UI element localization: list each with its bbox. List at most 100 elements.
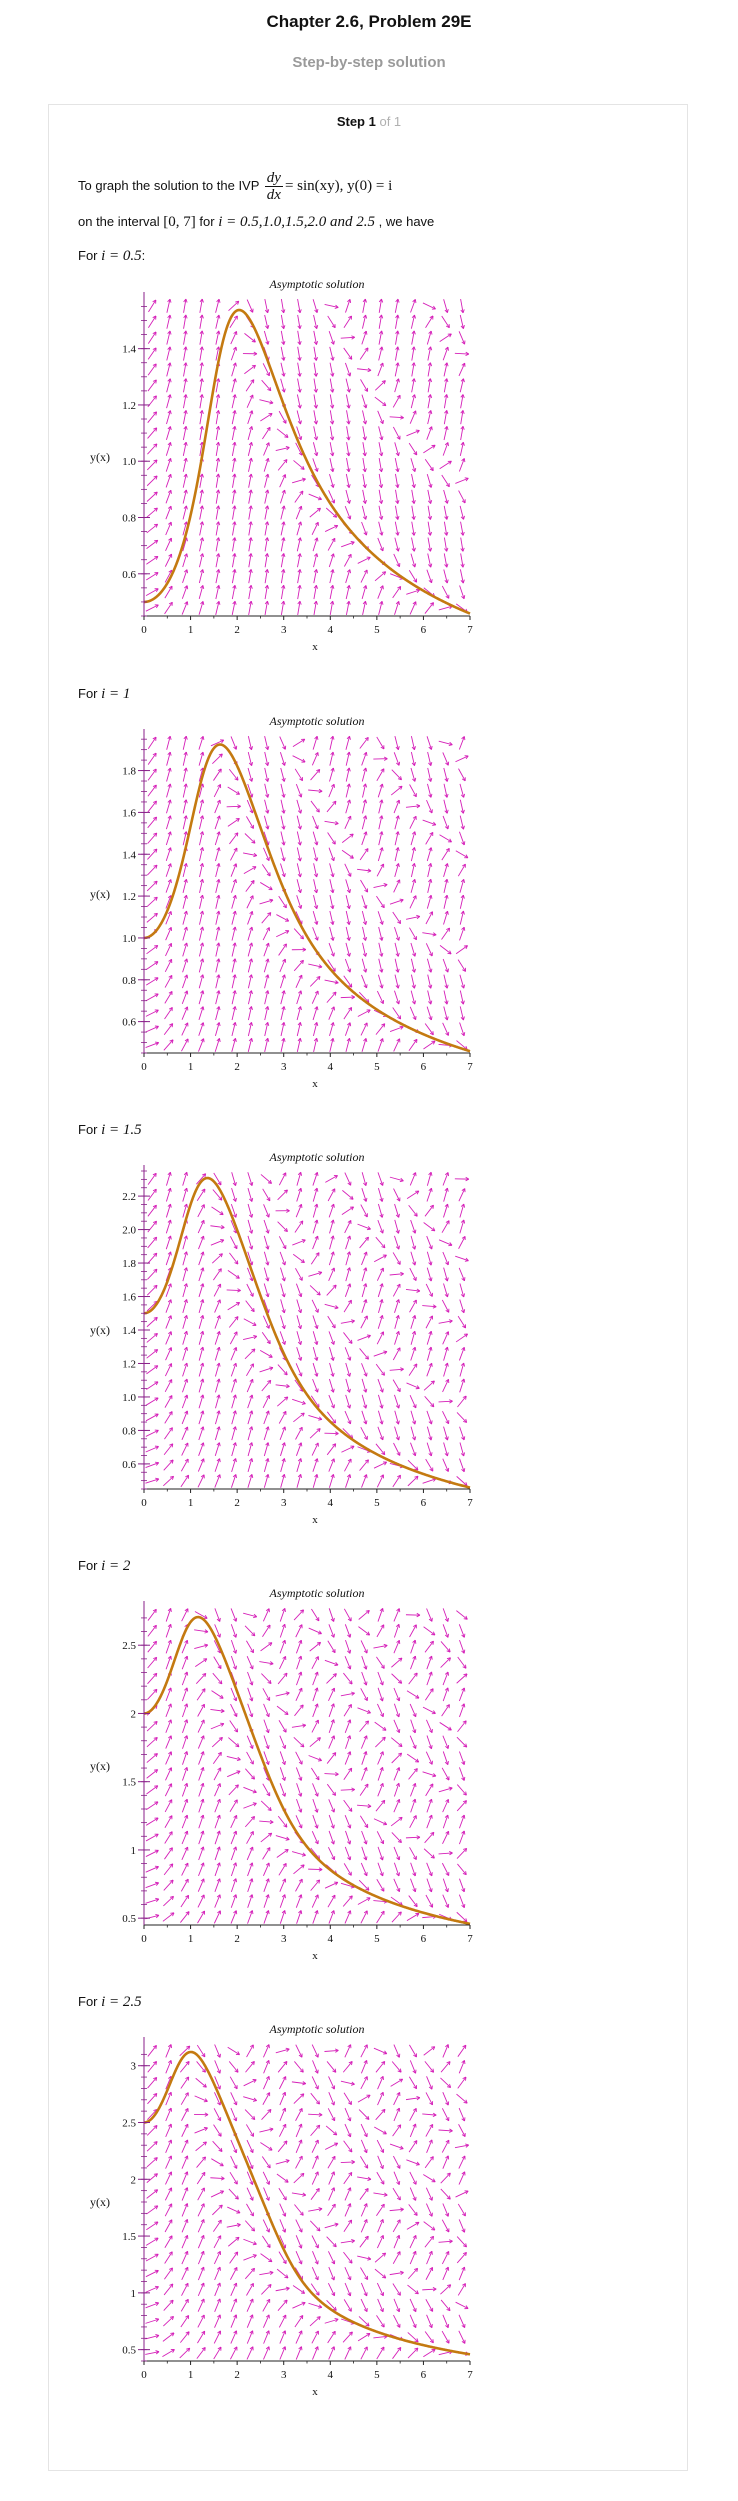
field-arrow-head xyxy=(395,1245,400,1250)
field-arrow-head xyxy=(445,2266,450,2271)
field-arrow xyxy=(343,1767,353,1780)
field-arrow xyxy=(230,2155,238,2169)
field-arrow-head xyxy=(167,2044,172,2049)
field-arrow-head xyxy=(314,2139,319,2144)
field-arrow-head xyxy=(334,2222,339,2227)
field-arrow xyxy=(214,1347,220,1361)
field-arrow-head xyxy=(395,863,400,868)
field-arrow xyxy=(360,2044,368,2058)
field-arrow-head xyxy=(299,1220,304,1225)
field-arrow-head xyxy=(154,1365,159,1370)
field-arrow xyxy=(296,831,301,846)
field-arrow-head xyxy=(183,505,188,510)
field-arrow-head xyxy=(233,2164,238,2169)
field-arrow-head xyxy=(252,866,257,870)
field-arrow xyxy=(311,1608,320,1622)
field-arrow xyxy=(407,2284,419,2295)
field-arrow xyxy=(194,1629,209,1633)
field-arrow-head xyxy=(464,2190,469,2195)
field-arrow xyxy=(262,2092,271,2105)
field-arrow xyxy=(328,2187,335,2201)
field-arrow-head xyxy=(184,601,189,606)
field-arrow xyxy=(426,330,432,345)
field-arrow xyxy=(166,314,171,329)
field-arrow xyxy=(312,1203,318,1218)
field-arrow-head xyxy=(314,2260,319,2265)
for-word: For xyxy=(78,248,98,263)
field-arrow-head xyxy=(237,804,241,809)
field-arrow xyxy=(264,751,269,766)
field-arrow-head xyxy=(412,1016,417,1021)
field-arrow-head xyxy=(313,372,318,377)
field-arrow xyxy=(199,895,204,909)
field-arrow xyxy=(292,755,306,763)
field-arrow xyxy=(376,768,385,782)
axes: 0.511.522.530 1 2 3 4 5 6 7 xyxy=(122,2037,473,2381)
field-arrow-head xyxy=(348,2259,353,2264)
field-arrow xyxy=(197,1910,205,1924)
field-arrow xyxy=(246,1283,254,1297)
field-arrow-head xyxy=(379,1783,384,1788)
field-arrow xyxy=(230,736,237,750)
field-arrow-head xyxy=(233,1347,238,1352)
field-arrow xyxy=(375,1443,386,1455)
field-arrow-head xyxy=(314,2155,319,2160)
field-arrow-head xyxy=(301,1400,306,1405)
field-arrow-head xyxy=(235,300,240,305)
field-arrow xyxy=(146,1737,158,1748)
field-arrow-head xyxy=(398,1816,403,1821)
field-arrow-head xyxy=(167,1251,172,1256)
field-arrow-head xyxy=(249,1474,254,1479)
field-arrow-head xyxy=(396,1856,401,1861)
field-arrow-head xyxy=(220,2176,225,2181)
field-arrow-head xyxy=(154,555,159,560)
field-arrow-head xyxy=(449,2128,453,2133)
field-arrow-head xyxy=(315,1617,320,1622)
field-arrow xyxy=(410,831,416,846)
field-arrow xyxy=(377,1410,383,1425)
field-arrow xyxy=(327,1315,336,1329)
field-arrow-head xyxy=(265,1277,270,1282)
field-arrow-head xyxy=(184,1426,189,1431)
field-arrow xyxy=(259,1349,273,1358)
field-arrow xyxy=(246,2044,254,2058)
field-arrow xyxy=(295,2123,302,2138)
field-arrow-head xyxy=(249,1697,254,1702)
field-arrow xyxy=(377,1315,383,1329)
field-arrow-head xyxy=(349,1195,354,1200)
field-arrow xyxy=(394,458,399,472)
field-arrow xyxy=(393,553,400,567)
field-arrow xyxy=(182,1251,188,1266)
field-arrow xyxy=(394,1235,400,1250)
field-arrow-head xyxy=(168,1395,173,1400)
field-arrow xyxy=(376,2139,384,2153)
field-arrow-head xyxy=(283,1823,288,1828)
field-arrow-head xyxy=(248,990,253,995)
field-arrow-head xyxy=(155,2334,160,2339)
field-arrow xyxy=(280,378,285,393)
field-arrow-head xyxy=(169,1475,175,1480)
field-arrow xyxy=(261,1379,272,1392)
field-arrow xyxy=(407,2332,419,2343)
field-arrow-head xyxy=(379,1856,384,1861)
field-arrow-head xyxy=(330,1910,335,1915)
field-arrow-head xyxy=(168,537,173,542)
field-arrow xyxy=(410,314,415,329)
field-arrow-head xyxy=(334,1881,339,1886)
field-arrow-head xyxy=(346,585,351,589)
field-arrow xyxy=(442,1410,450,1424)
field-arrow-head xyxy=(282,1878,287,1883)
field-arrow-head xyxy=(216,2053,221,2058)
field-arrow-head xyxy=(281,1293,286,1298)
field-arrow xyxy=(426,736,432,750)
field-arrow-head xyxy=(362,314,368,319)
field-arrow xyxy=(326,2061,337,2073)
field-arrow xyxy=(230,1878,237,1893)
field-arrow xyxy=(457,2203,466,2217)
field-arrow xyxy=(345,378,350,393)
field-arrow xyxy=(264,553,268,568)
field-arrow-head xyxy=(346,1251,351,1256)
field-arrow-head xyxy=(183,1346,189,1351)
field-arrow-head xyxy=(302,2192,307,2197)
field-arrow xyxy=(229,2171,238,2185)
